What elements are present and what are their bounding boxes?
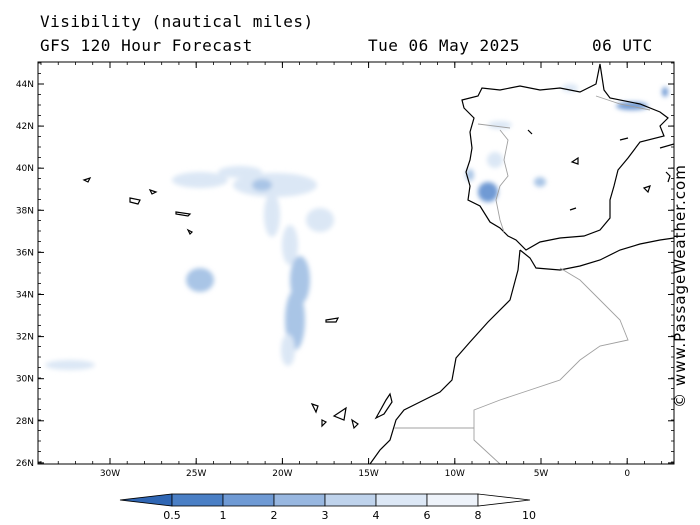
colorbar-swatch	[171, 493, 224, 507]
lat-label: 38N	[16, 206, 34, 216]
low-visibility-areas	[45, 84, 668, 370]
colorbar-label: 10	[522, 509, 536, 522]
colorbar-label: 1	[220, 509, 227, 522]
longitude-axis: 30W 25W 20W 15W 10W 5W 0	[40, 62, 663, 479]
colorbar-swatch	[222, 493, 275, 507]
lat-label: 40N	[16, 164, 34, 174]
colorbar-label: 4	[373, 509, 380, 522]
colorbar-swatch	[477, 493, 531, 507]
lat-label: 36N	[16, 248, 34, 258]
lon-label: 10W	[445, 469, 465, 479]
lat-label: 44N	[16, 80, 34, 90]
colorbar-label: 0.5	[163, 509, 181, 522]
colorbar-swatch	[273, 493, 326, 507]
colorbar-label: 2	[271, 509, 278, 522]
map-frame	[37, 61, 675, 465]
country-borders	[394, 95, 651, 464]
colorbar-label: 3	[322, 509, 329, 522]
lon-label: 5W	[534, 469, 549, 479]
lat-label: 28N	[16, 417, 34, 427]
colorbar-swatch	[426, 493, 479, 507]
colorbar-swatch	[119, 493, 173, 507]
forecast-time: 06 UTC	[592, 36, 653, 55]
coastlines	[82, 63, 674, 464]
lon-label: 25W	[186, 469, 206, 479]
lon-label: 0	[624, 469, 630, 479]
forecast-model: GFS 120 Hour Forecast	[40, 36, 253, 55]
lon-label: 30W	[100, 469, 120, 479]
forecast-date: Tue 06 May 2025	[368, 36, 520, 55]
colorbar-label: 6	[424, 509, 431, 522]
visibility-colorbar: 0.5 1 2 3 4 6 8 10	[119, 493, 536, 522]
credit-text: © www.PassageWeather.com	[671, 164, 689, 408]
latitude-axis: 44N 42N 40N 38N 36N 34N 32N 30N 28N 26N	[16, 62, 674, 469]
lon-label: 20W	[272, 469, 292, 479]
lat-label: 26N	[16, 459, 34, 469]
colorbar-swatch	[375, 493, 428, 507]
colorbar-label: 8	[475, 509, 482, 522]
lat-label: 34N	[16, 291, 34, 301]
lat-label: 42N	[16, 122, 34, 132]
colorbar-swatch	[324, 493, 377, 507]
lat-label: 30N	[16, 375, 34, 385]
lon-label: 15W	[358, 469, 378, 479]
lat-label: 32N	[16, 333, 34, 343]
map-title: Visibility (nautical miles)	[40, 12, 314, 31]
